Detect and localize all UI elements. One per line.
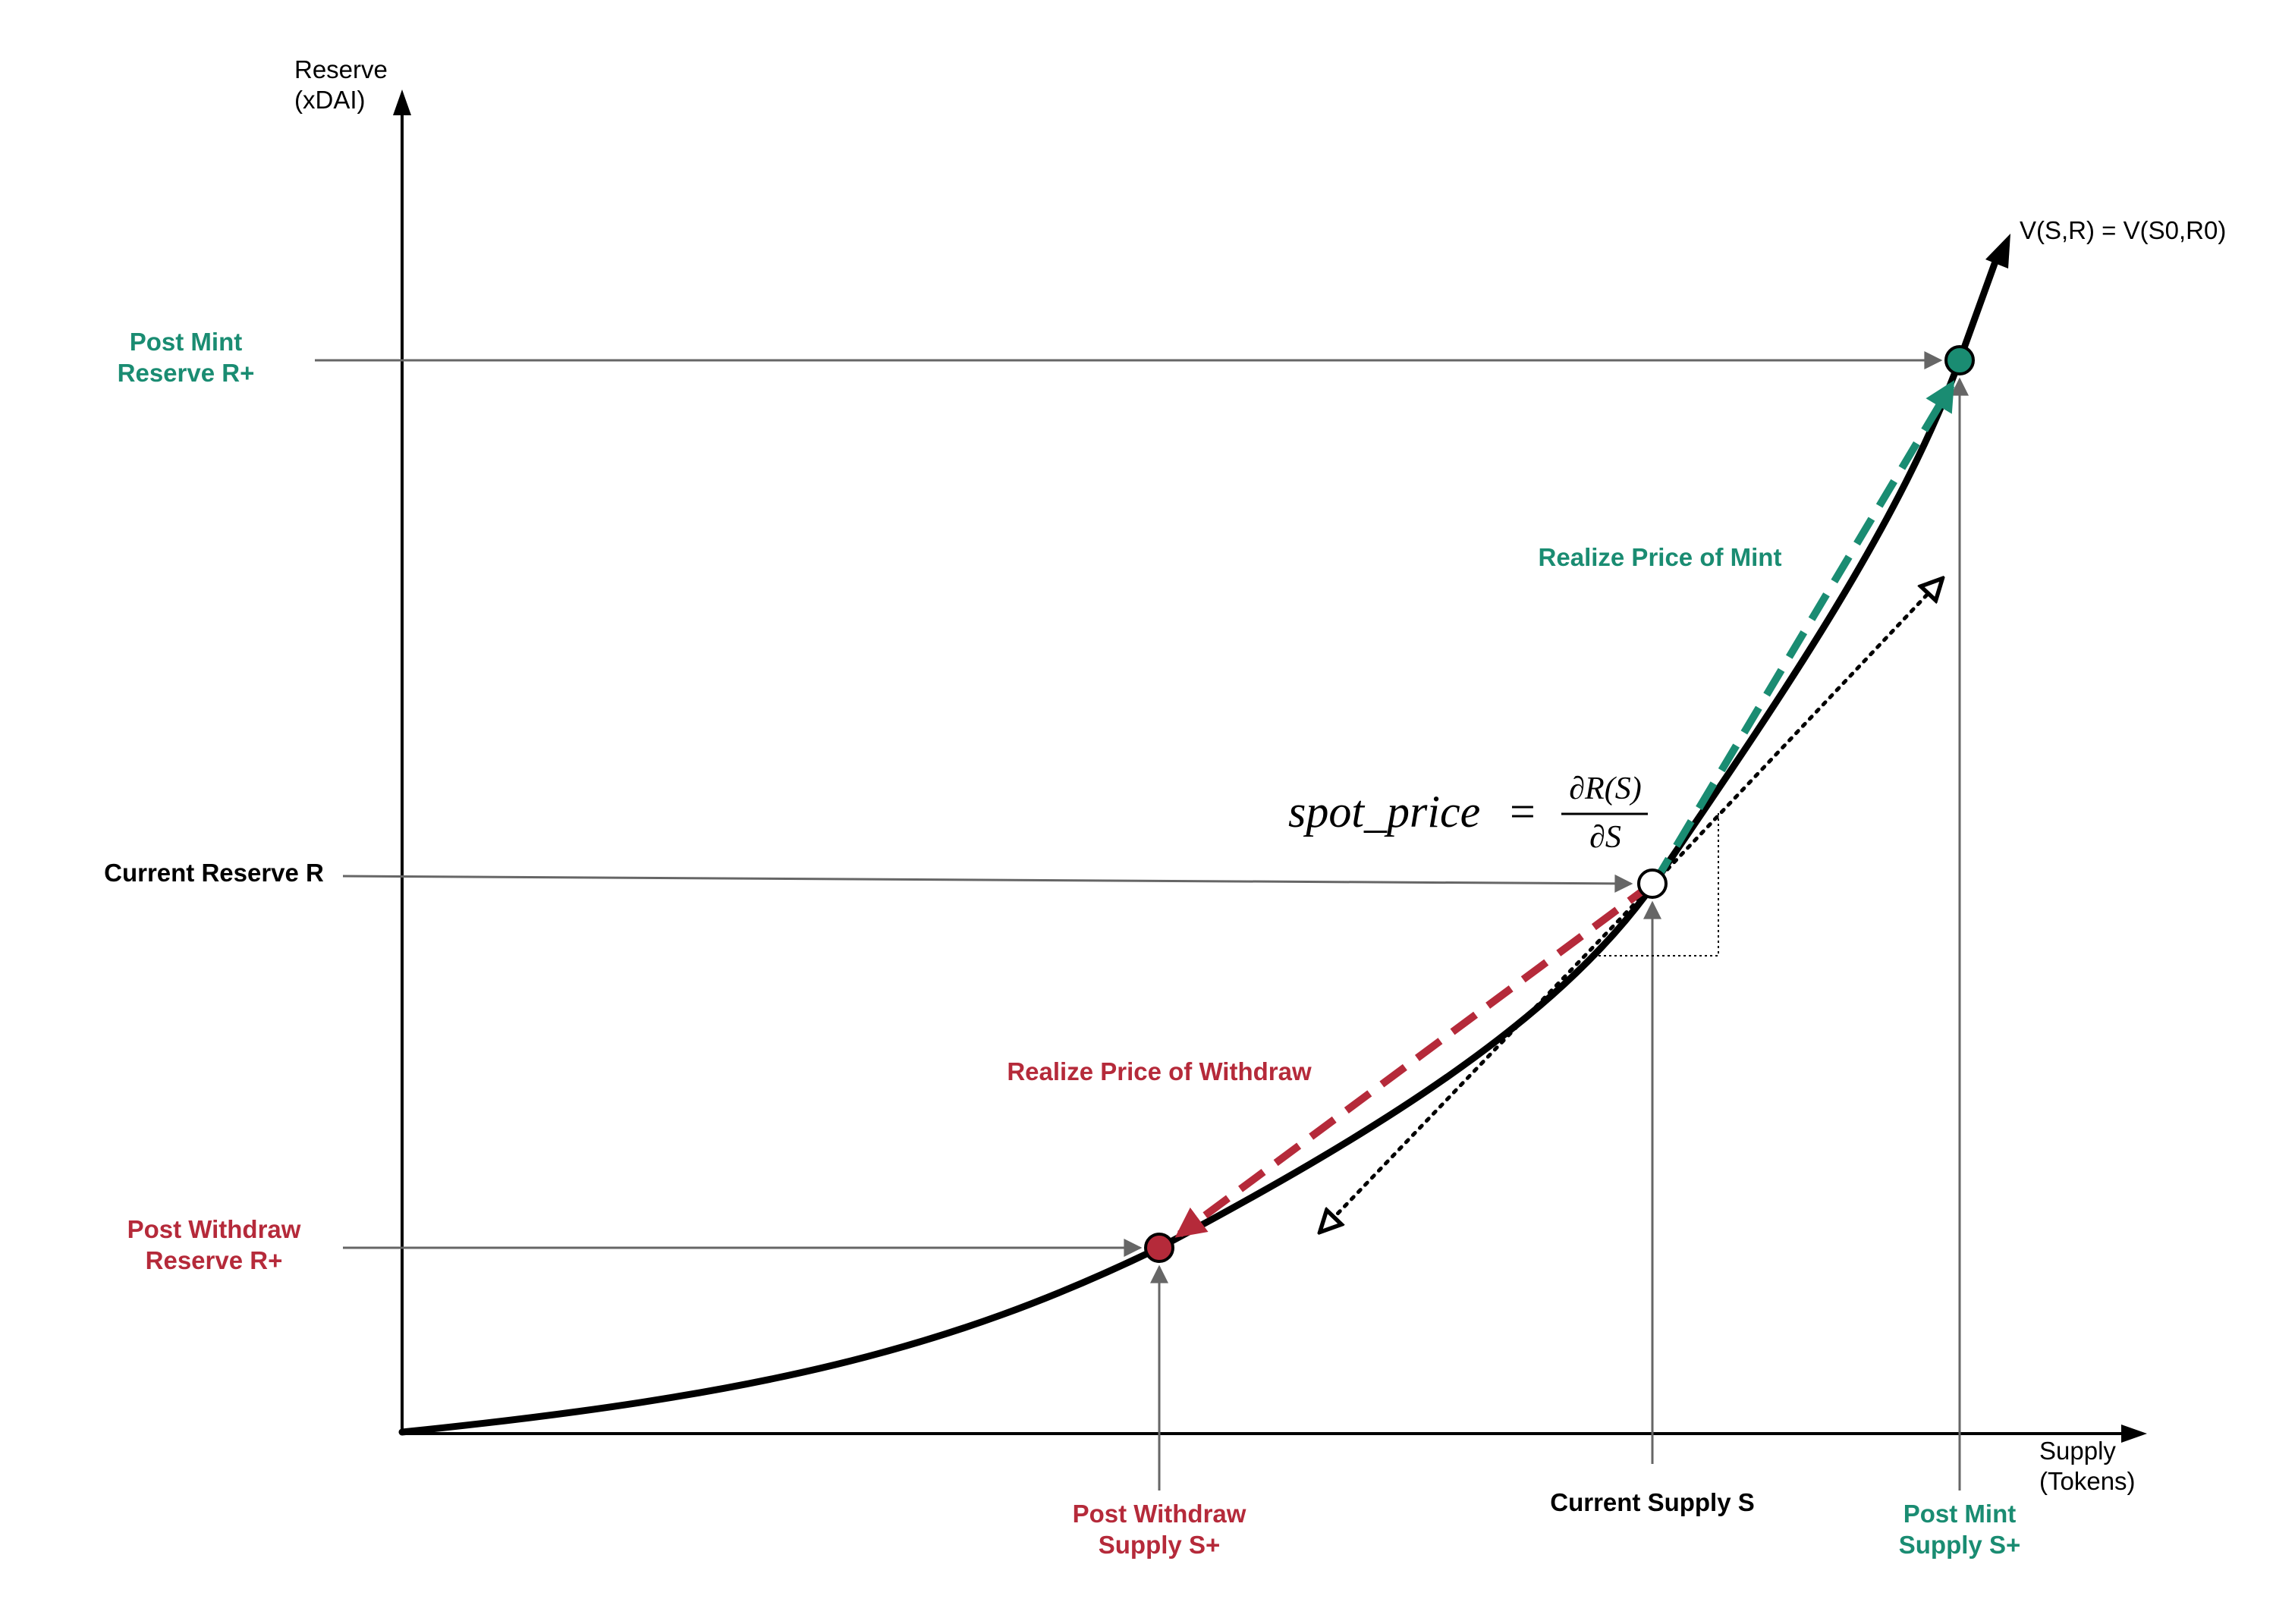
y-axis-label-line1: Reserve (294, 55, 388, 83)
current-reserve-label: Current Reserve R (104, 859, 324, 887)
curve-label: V(S,R) = V(S0,R0) (2020, 216, 2226, 244)
formula-denominator: ∂S (1589, 820, 1621, 855)
x-axis-label-line2: (Tokens) (2039, 1467, 2136, 1495)
y-axis (393, 90, 411, 1434)
spot-price-formula: spot_price = ∂R(S) ∂S (1288, 771, 1648, 855)
curve-arrowhead (1985, 234, 2010, 269)
bonding-curve (398, 258, 1999, 1436)
formula-equals: = (1510, 787, 1536, 837)
x-axis (402, 1425, 2147, 1443)
formula-numerator: ∂R(S) (1569, 771, 1641, 806)
post-withdraw-reserve-label-line2: Reserve R+ (146, 1246, 283, 1274)
current-reserve-guide (342, 874, 1633, 893)
realize-mint-label: Realize Price of Mint (1539, 543, 1782, 571)
x-axis-label-line1: Supply (2039, 1437, 2116, 1465)
post-withdraw-supply-label-line1: Post Withdraw (1073, 1500, 1246, 1528)
current-point (1637, 869, 1668, 899)
formula-lhs: spot_price (1288, 787, 1480, 837)
realize-withdraw-arrow (1174, 880, 1655, 1238)
post-withdraw-reserve-label-line1: Post Withdraw (127, 1215, 301, 1243)
post-mint-supply-label-line1: Post Mint (1903, 1500, 2016, 1528)
realize-withdraw-label: Realize Price of Withdraw (1007, 1057, 1312, 1085)
realize-mint-arrow (1650, 380, 1955, 886)
post-mint-reserve-label-line2: Reserve R+ (118, 359, 255, 387)
y-axis-label-line2: (xDAI) (294, 86, 366, 114)
spot-price-tangent-up (1652, 580, 1941, 886)
post-mint-reserve-label-line1: Post Mint (130, 328, 242, 356)
post-mint-point (1944, 345, 1975, 375)
post-withdraw-supply-label-line2: Supply S+ (1099, 1531, 1220, 1559)
current-supply-label: Current Supply S (1550, 1488, 1755, 1516)
post-withdraw-point (1144, 1233, 1174, 1263)
spot-price-tangent-down (1322, 881, 1656, 1230)
post-mint-supply-label-line2: Supply S+ (1899, 1531, 2020, 1559)
